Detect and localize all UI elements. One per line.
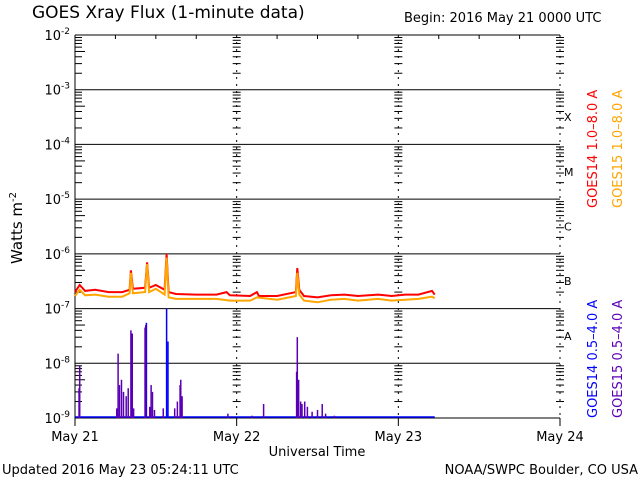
y-tick-label: 10-4 — [44, 136, 70, 153]
flare-class-B: B — [564, 275, 572, 288]
series-1 — [74, 257, 436, 304]
x-tick-label: May 21 — [51, 430, 99, 445]
flare-class-labels: X M C B A — [564, 111, 574, 343]
flare-class-M: M — [564, 166, 574, 179]
y-tick-label: 10-3 — [44, 82, 70, 99]
x-axis-label: Universal Time — [269, 445, 366, 460]
y-tick-label: 10-7 — [44, 301, 70, 318]
y-axis-label: Watts m-2 — [8, 192, 26, 264]
grid-lines — [74, 34, 561, 419]
flare-class-C: C — [564, 221, 572, 234]
legend-item: GOES15 0.5–4.0 A — [611, 300, 626, 418]
series-line — [74, 257, 436, 304]
updated-time: Updated 2016 May 23 05:24:11 UTC — [2, 463, 239, 478]
y-tick-label: 10-5 — [44, 191, 70, 208]
y-tick-label: 10-9 — [44, 410, 70, 427]
x-tick-label: May 24 — [536, 430, 584, 445]
flare-class-A: A — [564, 330, 572, 343]
series-3 — [78, 325, 336, 418]
x-axis-ticks: May 21 May 22 May 23 May 24 — [51, 35, 584, 445]
y-tick-label: 10-8 — [44, 355, 70, 372]
credit: NOAA/SWPC Boulder, CO USA — [445, 463, 638, 478]
chart-title: GOES Xray Flux (1-minute data) — [32, 3, 305, 23]
x-tick-label: May 23 — [375, 430, 423, 445]
data-series — [74, 253, 436, 418]
x-tick-label: May 22 — [213, 430, 261, 445]
y-tick-label: 10-2 — [44, 27, 70, 44]
legend-item: GOES15 1.0–8.0 A — [611, 90, 626, 208]
y-axis-ticks: 10-2 10-3 10-4 10-5 10-6 10-7 10-8 10-9 — [44, 27, 564, 427]
flare-class-X: X — [564, 111, 572, 124]
y-tick-label: 10-6 — [44, 246, 70, 263]
begin-time: Begin: 2016 May 21 0000 UTC — [404, 11, 601, 26]
legend-item: GOES14 1.0–8.0 A — [586, 90, 601, 208]
legend-item: GOES14 0.5–4.0 A — [586, 300, 601, 418]
legend: GOES14 1.0–8.0 A GOES15 1.0–8.0 A GOES14 0… — [586, 90, 626, 418]
